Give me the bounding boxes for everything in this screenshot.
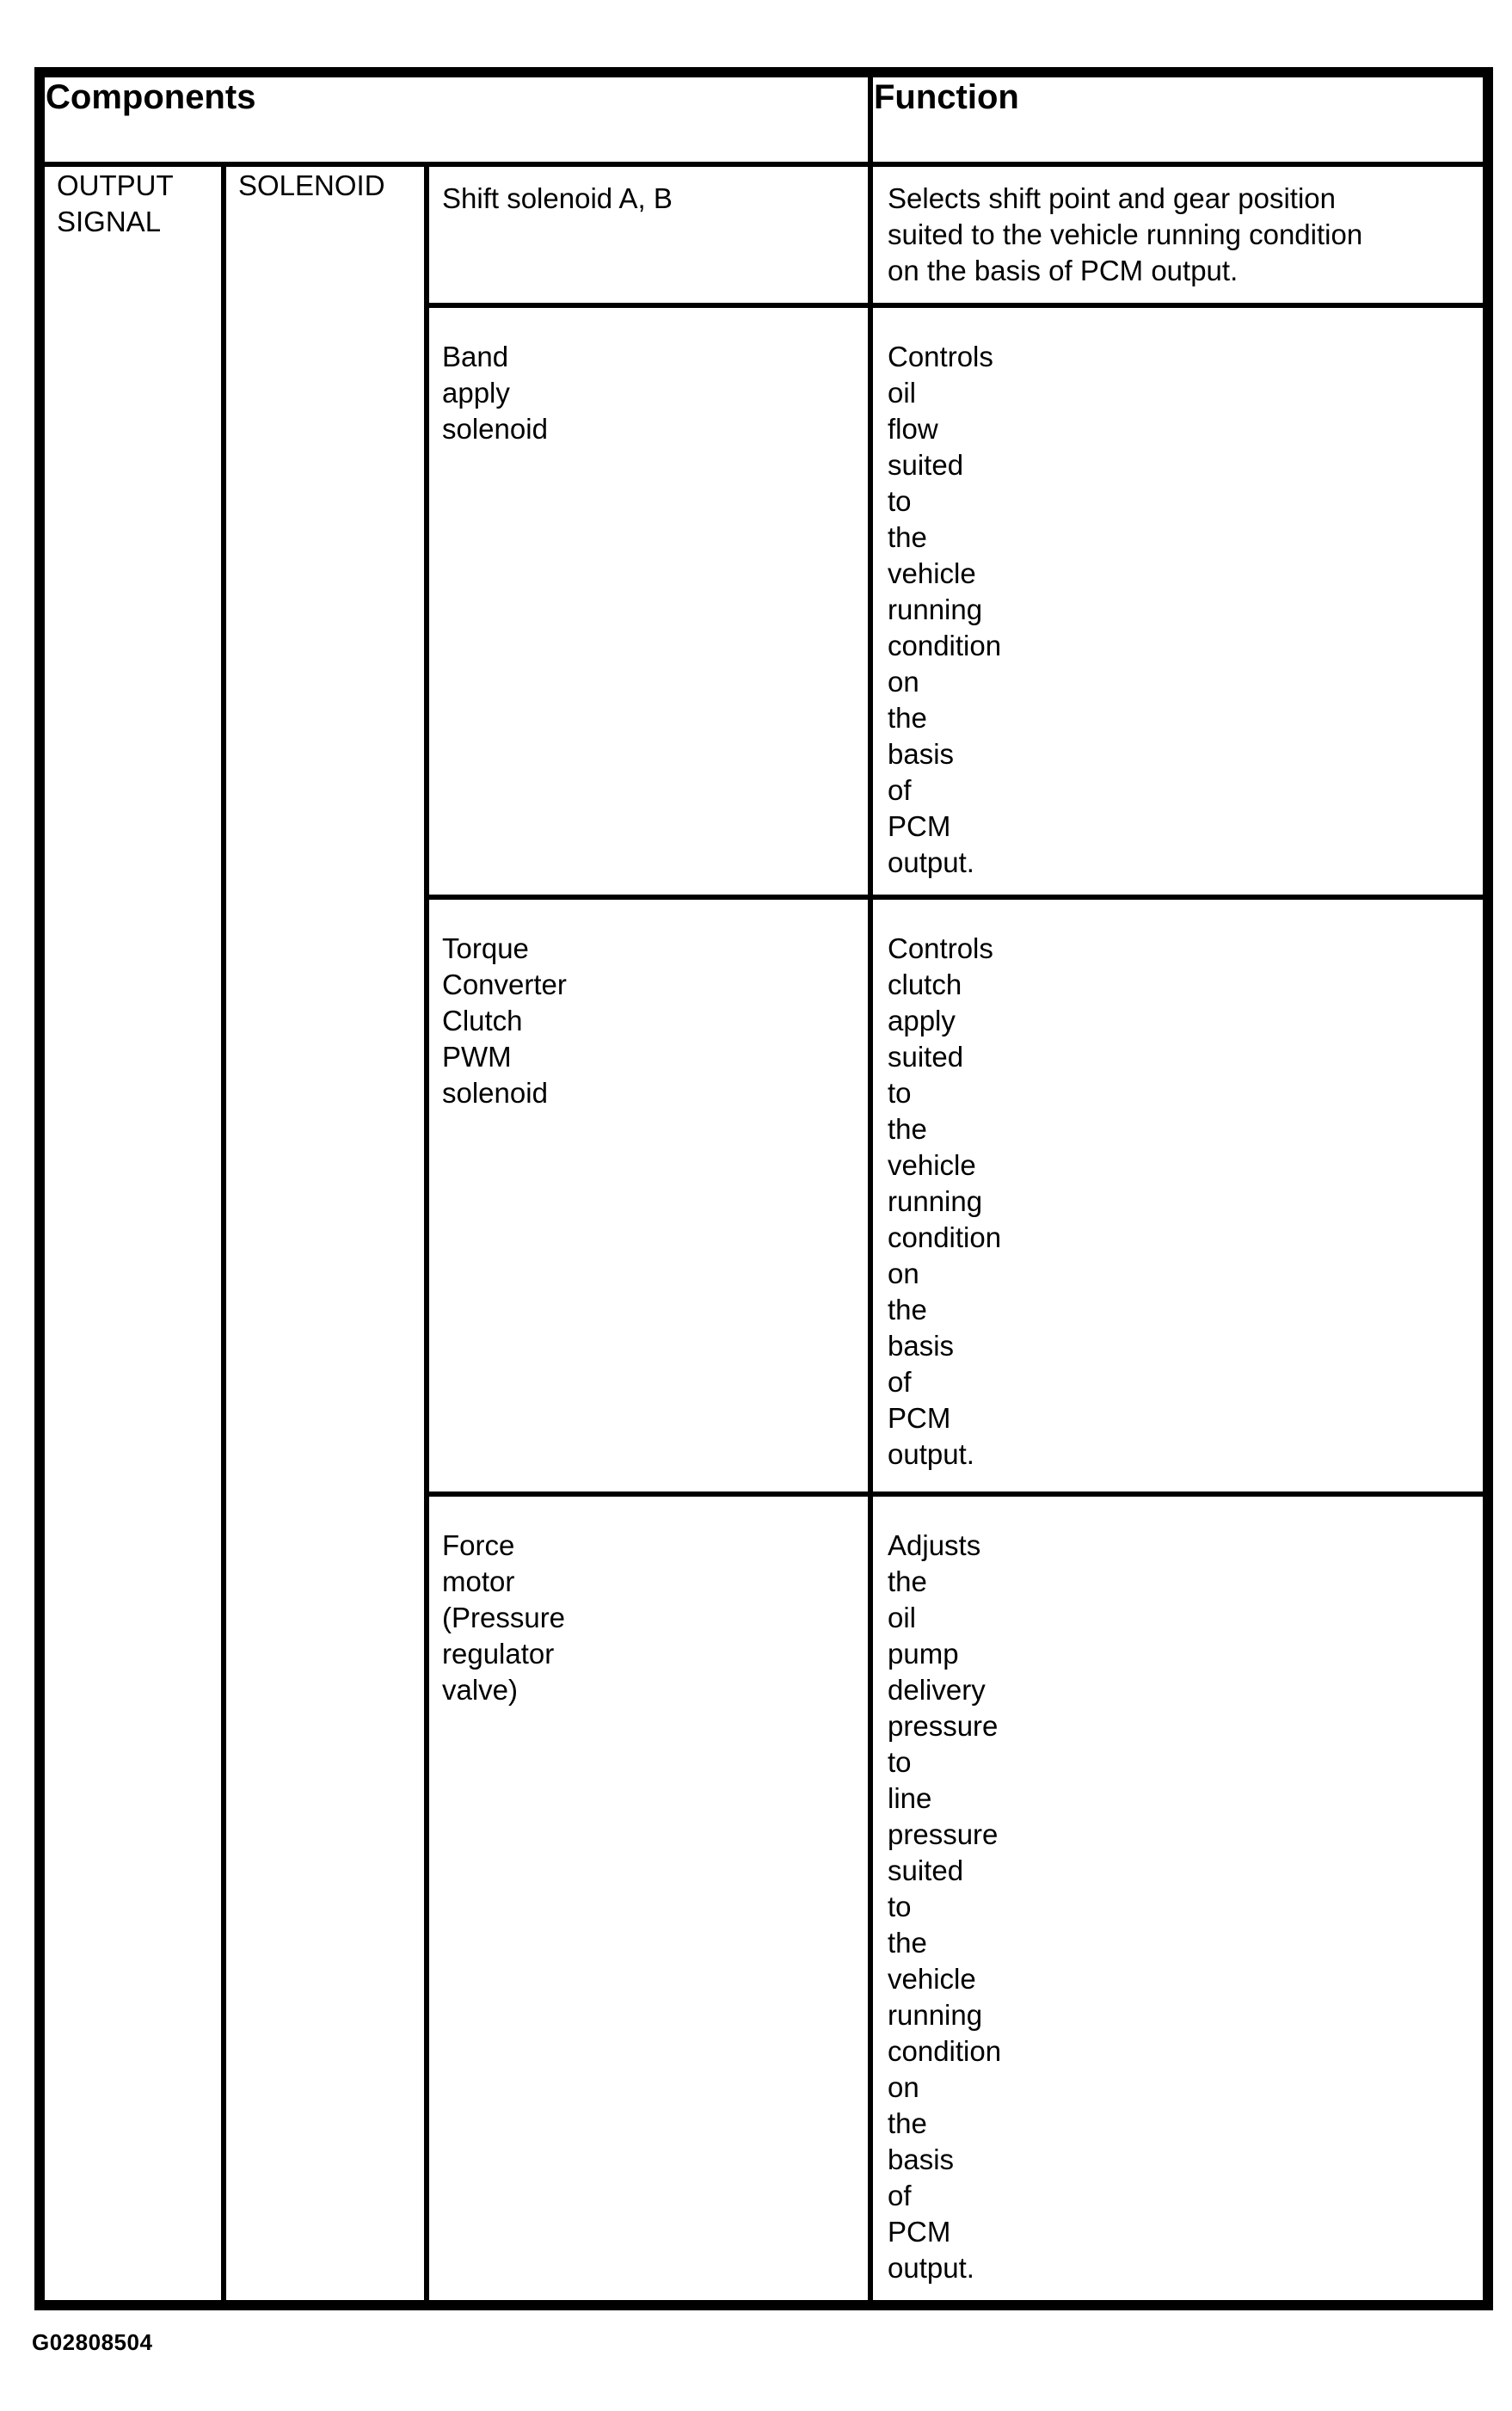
table-row-shift-solenoid: OUTPUT SIGNAL SOLENOID Shift solenoid A,… bbox=[37, 162, 1490, 2308]
table-row-tcc-pwm-solenoid: Torque Converter Clutch PWM solenoid Con… bbox=[40, 895, 1490, 1497]
function-cell-force-motor: Adjusts the oil pump delivery pressure t… bbox=[868, 1491, 1490, 2308]
table-header-row: Components Function bbox=[37, 70, 1490, 167]
table-row-force-motor: Force motor (Pressure regulator valve) A… bbox=[40, 1491, 1490, 2308]
function-cell-shift-solenoid: Selects shift point and gear position su… bbox=[868, 162, 1490, 308]
component-text-tcc-pwm-solenoid: Torque Converter Clutch PWM solenoid bbox=[442, 932, 567, 1109]
component-cell-shift-solenoid: Shift solenoid A, B bbox=[424, 162, 873, 308]
function-text-band-apply-solenoid: Controls oil flow suited to the vehicle … bbox=[888, 341, 1002, 878]
function-column-header: Function bbox=[868, 70, 1490, 167]
components-function-table: Components Function OUTPUT SIGNAL SOLENO… bbox=[34, 67, 1493, 2310]
function-cell-band-apply-solenoid: Controls oil flow suited to the vehicle … bbox=[868, 303, 1490, 900]
solenoid-cell: SOLENOID bbox=[221, 162, 429, 2308]
function-text-shift-solenoid: Selects shift point and gear position su… bbox=[888, 182, 1363, 286]
figure-id: G02808504 bbox=[32, 2329, 153, 2355]
component-text-band-apply-solenoid: Band apply solenoid bbox=[442, 341, 548, 445]
output-signal-cell: OUTPUT SIGNAL bbox=[37, 162, 226, 2308]
component-cell-force-motor: Force motor (Pressure regulator valve) bbox=[424, 1491, 873, 2308]
solenoid-label: SOLENOID bbox=[238, 169, 385, 201]
component-cell-tcc-pwm-solenoid: Torque Converter Clutch PWM solenoid bbox=[424, 895, 873, 1497]
function-cell-tcc-pwm-solenoid: Controls clutch apply suited to the vehi… bbox=[868, 895, 1490, 1497]
function-text-force-motor: Adjusts the oil pump delivery pressure t… bbox=[888, 1529, 1002, 2284]
components-column-header: Components bbox=[37, 70, 873, 167]
component-text-shift-solenoid: Shift solenoid A, B bbox=[442, 182, 673, 214]
table-row-band-apply-solenoid: Band apply solenoid Controls oil flow su… bbox=[40, 303, 1490, 900]
component-cell-band-apply-solenoid: Band apply solenoid bbox=[424, 303, 873, 900]
function-text-tcc-pwm-solenoid: Controls clutch apply suited to the vehi… bbox=[888, 932, 1002, 1470]
component-text-force-motor: Force motor (Pressure regulator valve) bbox=[442, 1529, 566, 1706]
output-signal-label: OUTPUT SIGNAL bbox=[57, 169, 174, 237]
